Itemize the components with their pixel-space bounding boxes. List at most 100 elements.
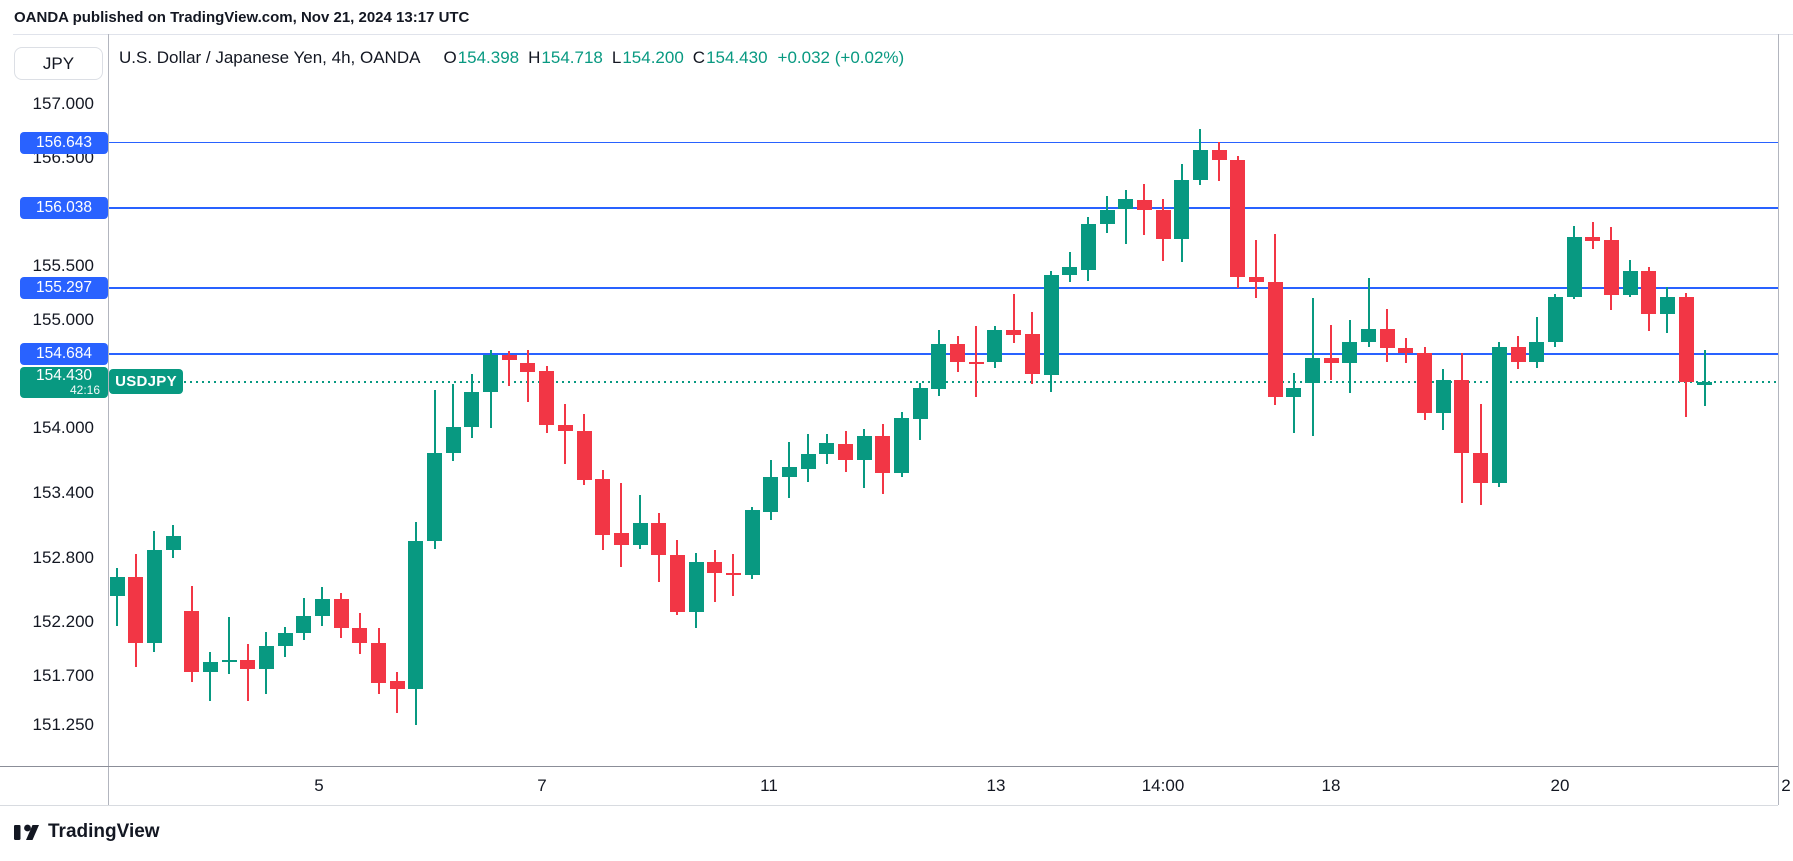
candle-body [1361, 328, 1377, 342]
candle-body [1435, 380, 1451, 413]
legend-open-label: O [443, 48, 457, 67]
legend-open-value: 154.398 [457, 48, 520, 67]
candle-body [258, 646, 274, 669]
candle-wick [228, 617, 231, 675]
candle-wick [1068, 251, 1071, 283]
published-attribution: OANDA published on TradingView.com, Nov … [14, 9, 470, 26]
candle-body [1547, 297, 1563, 342]
candle-body [296, 615, 312, 634]
time-axis[interactable]: 5 7 11 13 14:00 18 20 2 [0, 766, 1793, 805]
legend-close-label: C [692, 48, 706, 67]
current-price-value: 154.430 [35, 366, 93, 384]
price-axis-label: 152.800 [32, 547, 94, 567]
candle-body [1099, 209, 1115, 224]
candle-body [483, 354, 499, 393]
candle-body [1454, 380, 1470, 453]
candle-wick [732, 554, 735, 597]
legend-change: +0.032 (+0.02%) [777, 48, 905, 67]
candle-body [1136, 200, 1152, 210]
legend-instrument: U.S. Dollar / Japanese Yen, 4h, OANDA [119, 48, 421, 67]
candle-wick [1012, 294, 1015, 343]
bar-close-countdown: 42:16 [69, 383, 100, 398]
candle-body [165, 536, 181, 551]
candle-body [109, 577, 125, 597]
price-axis-label: 153.400 [32, 482, 94, 502]
time-axis-label: 18 [1321, 776, 1341, 795]
candle-wick [526, 350, 529, 403]
candle-body [1697, 381, 1713, 385]
candle-wick [1703, 350, 1706, 407]
candle-body [838, 444, 854, 461]
candle-body [1024, 334, 1040, 374]
horizontal-level-line [108, 287, 1778, 289]
candle-body [1622, 271, 1638, 296]
candle-body [613, 532, 629, 545]
price-axis-label: 151.700 [32, 666, 94, 686]
candle-body [184, 610, 200, 673]
price-axis-label: 154.000 [32, 418, 94, 437]
candle-body [1678, 297, 1694, 382]
time-axis-label: 14:00 [1141, 776, 1185, 795]
candle-body [1043, 274, 1059, 376]
tradingview-logo-icon[interactable] [14, 820, 40, 844]
current-price-line [184, 380, 1778, 383]
candle-body [1417, 353, 1433, 413]
candle-body [987, 329, 1003, 363]
candle-body [781, 466, 797, 477]
legend-low-value: 154.200 [622, 48, 684, 67]
tradingview-logo-text[interactable]: TradingView [48, 821, 160, 842]
candle-body [725, 572, 741, 575]
candle-body [1641, 271, 1657, 314]
candle-body [856, 435, 872, 461]
candle-body [1118, 199, 1134, 209]
price-level-badge: 155.297 [20, 276, 108, 299]
legend-high-value: 154.718 [541, 48, 603, 67]
price-level-badge: 156.038 [20, 196, 108, 219]
candle-wick [1124, 190, 1127, 245]
candle-body [1305, 357, 1321, 383]
candle-body [146, 550, 162, 643]
candle-body [912, 388, 928, 420]
price-axis-separator [108, 34, 109, 805]
candle-body [1603, 240, 1619, 296]
price-axis[interactable]: 154.430 42:16 157.000 156.500 155.500 155.0… [0, 34, 108, 766]
candle-body [539, 370, 555, 425]
candle-body [520, 363, 536, 372]
candle-body [389, 680, 405, 690]
time-axis-label: 7 [537, 776, 547, 795]
candle-body [1286, 388, 1302, 397]
candle-body [1585, 236, 1601, 242]
candle-wick [564, 404, 567, 464]
candle-body [240, 660, 256, 669]
candle-body [950, 343, 966, 363]
candle-body [1080, 223, 1096, 271]
candle-wick [1330, 325, 1333, 381]
price-axis-label: 155.500 [32, 256, 94, 275]
candle-body [651, 523, 667, 556]
candle-body [314, 598, 330, 616]
candle-wick [1218, 141, 1221, 181]
legend-close-value: 154.430 [706, 48, 768, 67]
horizontal-level-line [108, 207, 1778, 209]
price-line-symbol-tag: USDJPY [109, 368, 183, 394]
candle-body [1491, 347, 1507, 484]
candle-body [1323, 357, 1339, 364]
candle-wick [246, 644, 249, 702]
symbol-search-label: JPY [42, 53, 75, 73]
symbol-search-button[interactable]: JPY [14, 47, 103, 80]
candle-body [894, 418, 910, 474]
candle-body [1398, 348, 1414, 354]
chart-plot-area[interactable] [0, 0, 1793, 766]
current-price-badge: 154.430 42:16 [20, 366, 108, 398]
candle-wick [713, 550, 716, 602]
candle-wick [1292, 372, 1295, 434]
candle-wick [975, 326, 978, 397]
candle-body [1192, 150, 1208, 180]
price-level-badge: 154.684 [20, 343, 108, 366]
plot-right-border [1778, 34, 1779, 805]
candle-wick [1367, 277, 1370, 347]
price-axis-label: 157.000 [32, 94, 94, 113]
candle-body [501, 354, 517, 360]
time-axis-label: 11 [760, 776, 778, 795]
candle-body [1211, 150, 1227, 161]
